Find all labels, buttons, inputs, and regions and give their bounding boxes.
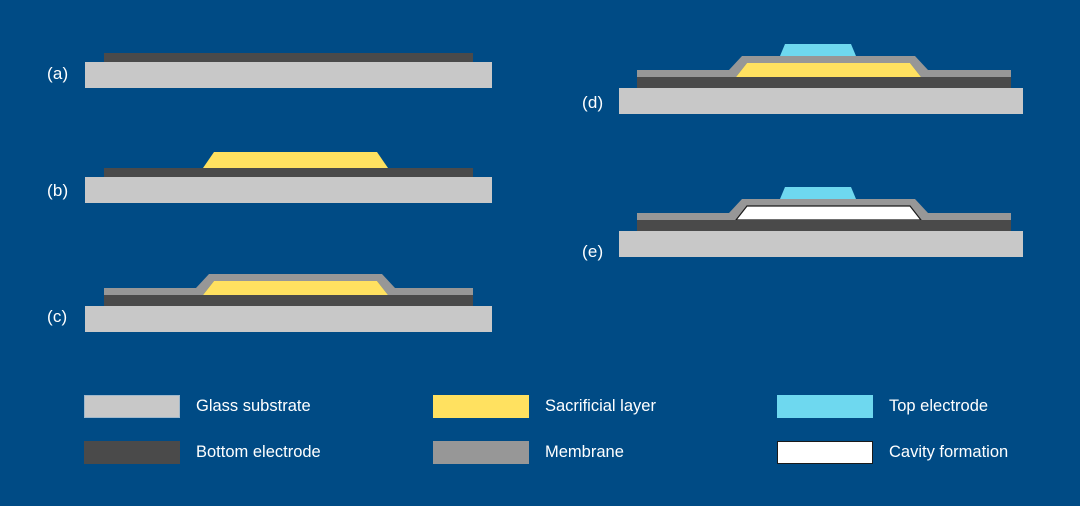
panel-e-glass-substrate	[619, 231, 1023, 257]
panel-a-group	[85, 53, 492, 88]
legend-item-cavity-formation: Cavity formation	[777, 441, 1008, 464]
panel-label-a: (a)	[47, 64, 69, 83]
panel-a-glass-substrate	[85, 62, 492, 88]
legend-swatch-sacrificial-layer	[433, 395, 529, 418]
legend-item-top-electrode: Top electrode	[777, 395, 988, 418]
legend-swatch-top-electrode	[777, 395, 873, 418]
panel-c-group	[85, 274, 492, 332]
legend-swatch-cavity-formation	[777, 441, 873, 464]
legend-item-sacrificial-layer: Sacrificial layer	[433, 395, 656, 418]
panel-a-bottom-electrode	[104, 53, 473, 62]
panel-label-c: (c)	[47, 307, 68, 326]
panel-d-top-electrode	[780, 44, 856, 56]
panel-label-e: (e)	[582, 242, 604, 261]
panel-e-cavity	[734, 205, 923, 221]
panel-e-bottom-electrode	[637, 220, 1011, 231]
legend-label-bottom-electrode: Bottom electrode	[196, 443, 321, 461]
legend-item-glass-substrate: Glass substrate	[84, 395, 311, 418]
legend-swatch-membrane	[433, 441, 529, 464]
legend-label-sacrificial-layer: Sacrificial layer	[545, 397, 656, 415]
panel-b-sacrificial-layer	[203, 152, 388, 168]
panel-b-group	[85, 152, 492, 203]
panel-e-group	[619, 187, 1023, 257]
legend-swatch-glass-substrate	[84, 395, 180, 418]
panel-c-sacrificial-layer	[203, 281, 388, 295]
legend-label-membrane: Membrane	[545, 443, 624, 461]
panel-label-d: (d)	[582, 93, 604, 112]
legend-item-membrane: Membrane	[433, 441, 624, 464]
panel-c-membrane	[104, 274, 473, 295]
panel-c-glass-substrate	[85, 306, 492, 332]
panel-d-sacrificial-layer	[736, 63, 921, 77]
legend-swatch-bottom-electrode	[84, 441, 180, 464]
panel-c-bottom-electrode	[104, 295, 473, 306]
legend-label-top-electrode: Top electrode	[889, 397, 989, 415]
panel-d-membrane	[637, 56, 1011, 77]
legend-item-bottom-electrode: Bottom electrode	[84, 441, 321, 464]
panel-d-glass-substrate	[619, 88, 1023, 114]
panel-b-bottom-electrode	[104, 168, 473, 177]
panel-d-group	[619, 44, 1023, 114]
panel-d-bottom-electrode	[637, 77, 1011, 88]
legend-label-cavity-formation: Cavity formation	[889, 443, 1009, 461]
panel-e-top-electrode	[780, 187, 856, 199]
legend-label-glass-substrate: Glass substrate	[196, 397, 311, 415]
panel-b-glass-substrate	[85, 177, 492, 203]
panel-label-b: (b)	[47, 181, 69, 200]
